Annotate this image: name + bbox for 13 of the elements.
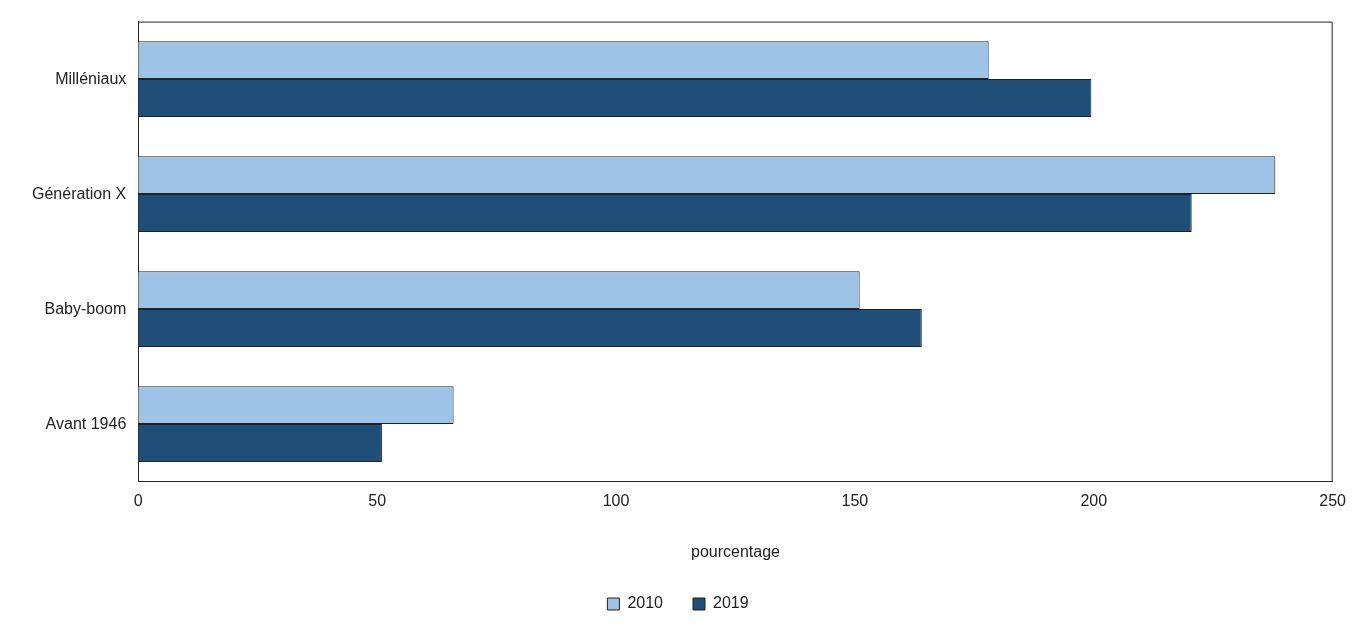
x-tick-label: 50 — [368, 491, 387, 509]
x-tick-label: 0 — [133, 491, 143, 509]
y-tick-label: Baby-boom — [44, 299, 127, 317]
x-tick-label: 100 — [602, 491, 630, 509]
x-tick-label: 250 — [1319, 491, 1347, 509]
x-tick-label: 150 — [841, 491, 869, 509]
y-tick-label: Milléniaux — [55, 69, 127, 87]
y-tick-label: Génération X — [32, 184, 127, 202]
legend-label: 2019 — [713, 594, 749, 612]
x-axis-title: pourcentage — [690, 542, 781, 560]
x-tick-label: 200 — [1080, 491, 1108, 509]
legend-label: 2010 — [627, 594, 664, 612]
y-tick-label: Avant 1946 — [45, 414, 127, 432]
